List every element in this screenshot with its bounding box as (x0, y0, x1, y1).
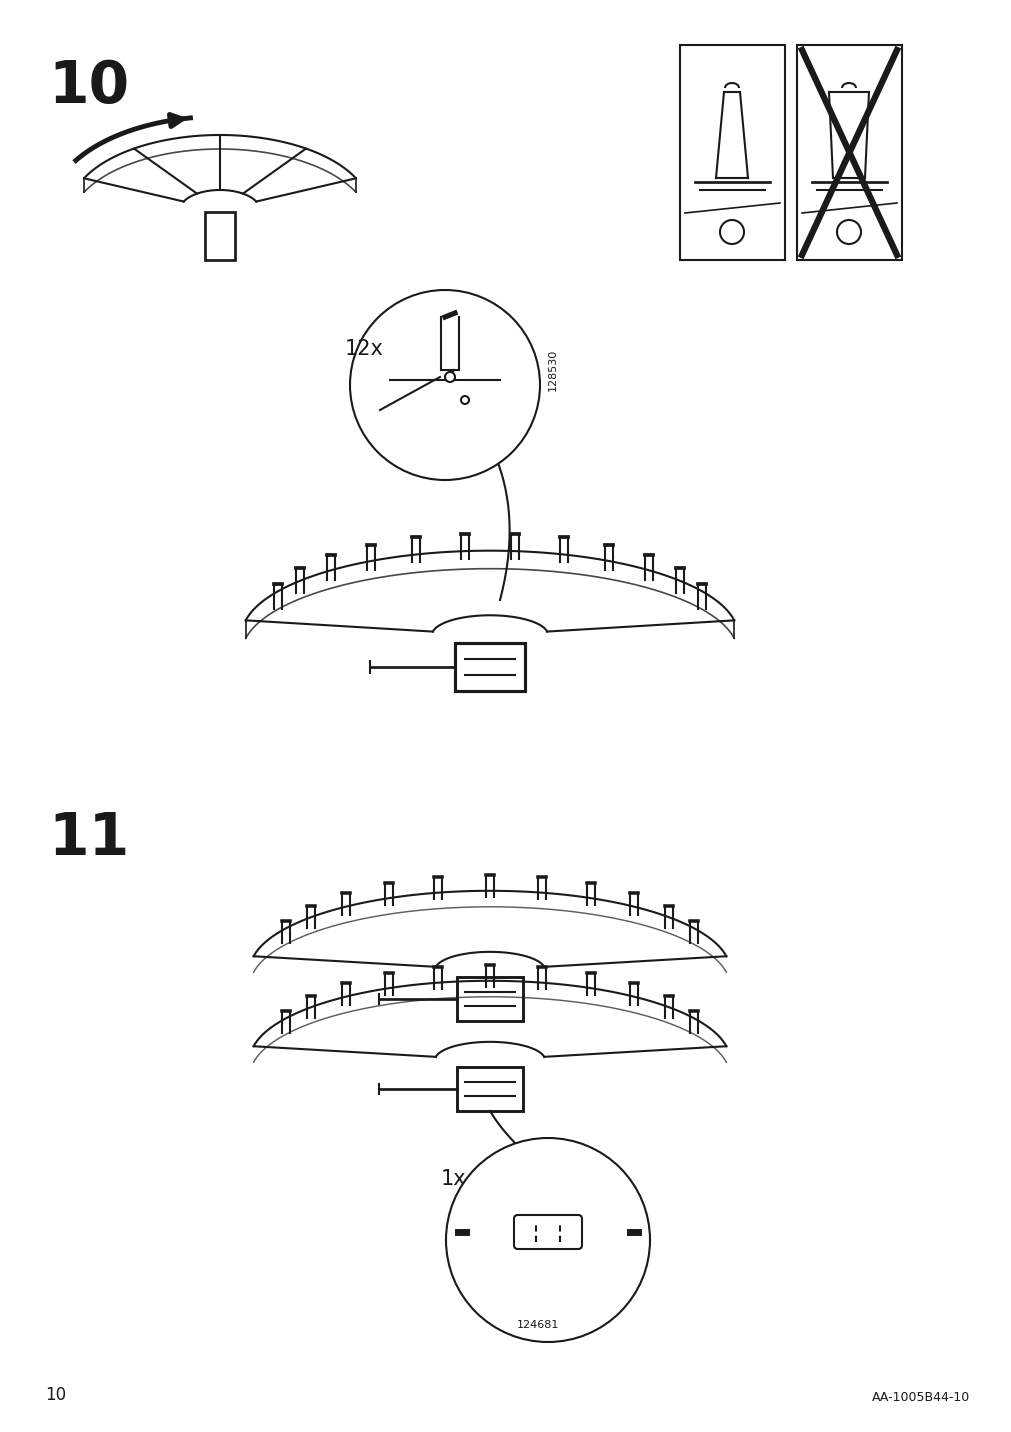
Bar (205, 212, 235, 261)
Text: 10: 10 (44, 1386, 66, 1403)
Bar (679, 44, 785, 261)
Text: 11: 11 (48, 811, 129, 866)
Circle shape (446, 1138, 649, 1342)
Text: 128530: 128530 (548, 349, 557, 391)
Circle shape (719, 221, 743, 243)
Text: 1x: 1x (441, 1169, 466, 1189)
Bar (455, 643, 525, 692)
FancyBboxPatch shape (514, 1214, 581, 1249)
Circle shape (836, 221, 860, 243)
Bar (797, 44, 901, 261)
Bar (457, 977, 523, 1021)
Text: AA-1005B44-10: AA-1005B44-10 (870, 1390, 969, 1403)
Text: 10: 10 (48, 59, 129, 115)
Text: 124681: 124681 (517, 1320, 559, 1330)
Circle shape (445, 372, 455, 382)
Text: 12x: 12x (345, 339, 383, 359)
Circle shape (350, 291, 540, 480)
Circle shape (461, 397, 468, 404)
Bar (457, 1067, 523, 1111)
